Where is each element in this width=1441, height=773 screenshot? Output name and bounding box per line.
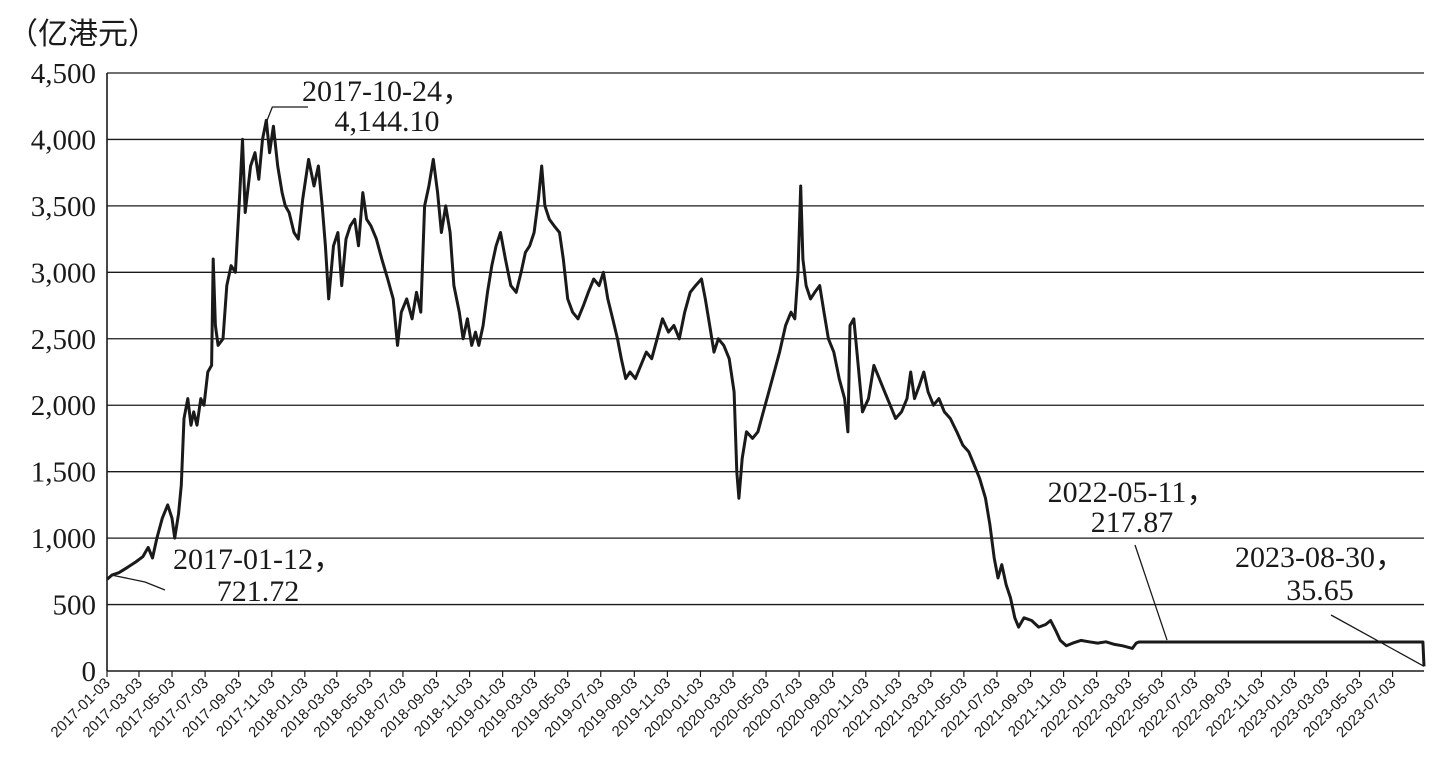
annotation-date-label: 2023-08-30， [1235, 541, 1405, 574]
y-tick-label: 3,000 [31, 257, 96, 289]
y-tick-label: 3,500 [31, 191, 96, 223]
y-axis-tick-labels: 0 500 1,000 1,500 2,000 2,500 3,000 3,500 4,000 4… [31, 58, 96, 688]
annotation-leader-line [265, 106, 308, 123]
annotation-value-label: 35.65 [1286, 574, 1354, 607]
annotation-leader-line [1134, 544, 1168, 641]
y-axis-unit-label: （亿港元） [8, 18, 158, 51]
annotation-value-label: 721.72 [217, 575, 300, 608]
series-line [106, 118, 1426, 667]
gridlines [106, 72, 1424, 672]
y-tick-label: 1,000 [31, 523, 96, 555]
x-axis-tick-labels: 2017-01-032017-03-032017-05-032017-07-03… [48, 671, 1399, 741]
y-tick-label: 1,500 [31, 457, 96, 489]
y-tick-label: 4,000 [31, 124, 96, 156]
y-tick-label: 4,500 [31, 58, 96, 90]
series-group [106, 118, 1426, 667]
annotation-leader-line [1330, 614, 1425, 667]
annotation-date-label: 2017-01-12， [173, 543, 343, 576]
annotations: 2017-10-24，4,144.10 2017-01-12，721.72 2022… [111, 75, 1425, 667]
annotation-date-label: 2017-10-24， [302, 75, 472, 108]
annotation-leader-line [111, 574, 166, 591]
y-tick-label: 2,500 [31, 324, 96, 356]
y-tick-label: 2,000 [31, 390, 96, 422]
annotation-value-label: 4,144.10 [335, 105, 440, 138]
y-tick-label: 500 [53, 590, 97, 622]
annotation-value-label: 217.87 [1091, 506, 1174, 539]
y-tick-label: 0 [82, 656, 97, 688]
annotation-date-label: 2022-05-11， [1048, 476, 1217, 509]
